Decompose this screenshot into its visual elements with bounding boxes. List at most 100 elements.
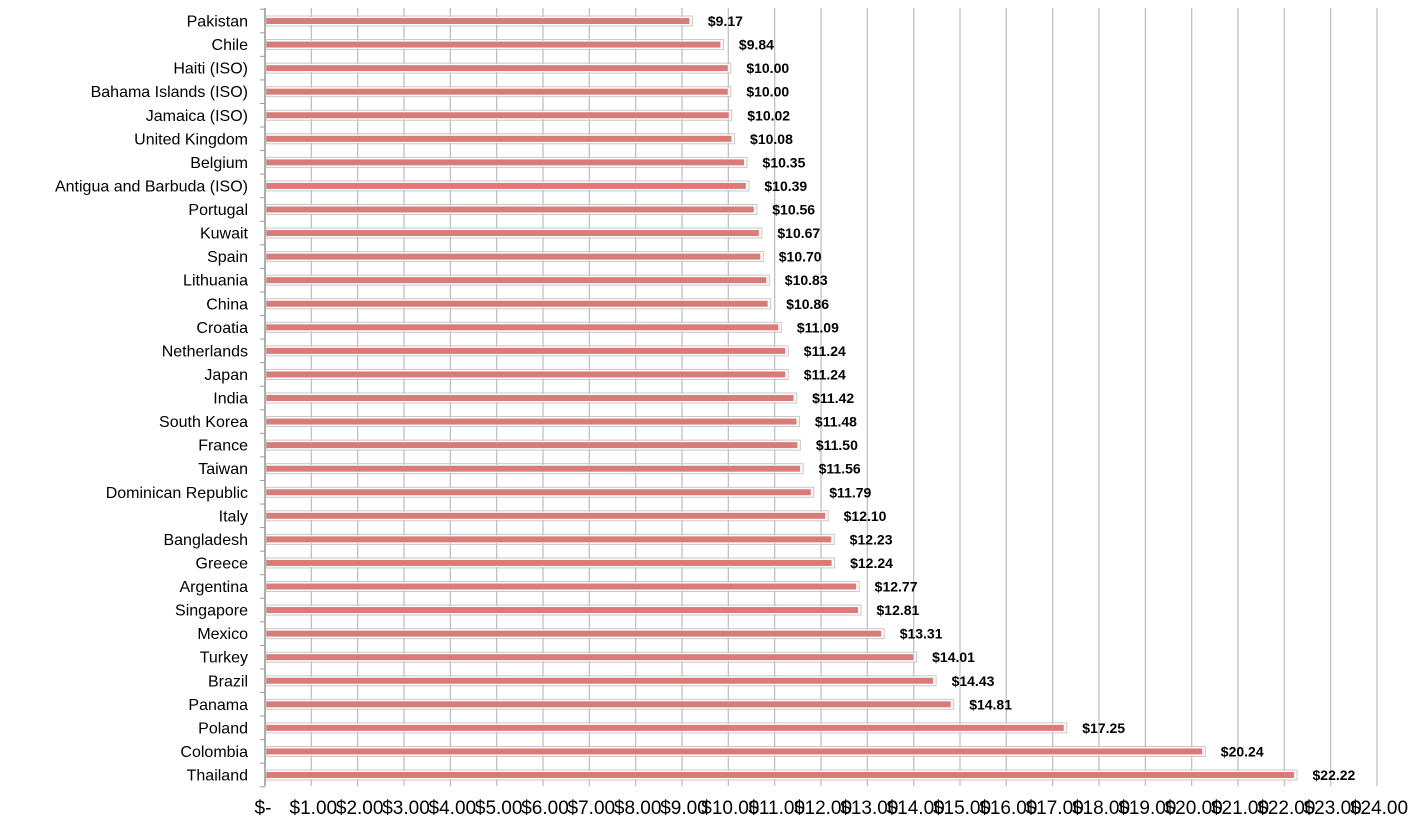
category-label: Turkey [200,650,248,667]
category-label: Haiti (ISO) [173,61,248,78]
category-label: Dominican Republic [106,485,248,502]
data-label: $12.10 [844,508,887,524]
data-label: $13.31 [900,626,943,642]
category-label: Croatia [196,320,248,337]
x-tick-label: $18.00 [1072,798,1130,819]
bar [265,229,760,238]
x-tick-label: $7.00 [568,798,616,819]
bars [265,15,1298,781]
bar-outline [265,15,693,27]
data-label: $12.24 [850,555,893,571]
category-label: India [213,391,248,408]
bar-outline [265,133,736,145]
category-label: Thailand [187,768,248,785]
data-label: $11.24 [804,343,846,359]
bar [265,158,746,167]
category-label: China [206,296,248,313]
category-label: United Kingdom [134,131,248,148]
data-labels: $9.17 $9.84 $10.00 $10.00 $10.02 $10.08 $10.35… [708,13,1356,783]
bar-outline [265,651,918,663]
data-label: $10.70 [779,249,822,265]
category-label: Lithuania [183,273,248,290]
bar [265,134,733,143]
data-label: $12.23 [850,531,893,547]
category-label: Panama [188,697,248,714]
x-tick-label: $2.00 [336,798,384,819]
bar [265,40,722,49]
data-label: $11.79 [829,484,871,500]
bar-outline [265,581,860,592]
category-label: Argentina [180,579,249,596]
bar-outline [265,109,733,121]
bar-outline [265,321,782,333]
bar-outline [265,698,955,710]
data-label: $22.22 [1313,767,1356,783]
data-label: $10.83 [785,272,828,288]
bar-outline [265,39,724,51]
bar-outline [265,368,789,380]
bar-outline [265,463,804,475]
category-label: Belgium [190,155,248,172]
bar-outline [265,533,835,545]
bar [265,723,1065,732]
data-label: $14.81 [969,696,1012,712]
bar-outline [265,86,732,98]
category-label: Spain [207,249,248,266]
bar-outline [265,722,1068,734]
x-tick-label: $5.00 [475,798,523,819]
bar [265,370,787,379]
bar-outline [265,769,1298,781]
data-label: $10.02 [747,107,790,123]
category-label: Netherlands [162,343,248,360]
data-label: $9.84 [739,37,774,53]
data-label: $14.01 [932,649,975,665]
bar [265,629,883,638]
bar [265,441,799,450]
bar-outline [265,204,758,215]
bar [265,676,935,685]
category-label: Jamaica (ISO) [146,108,248,125]
bar [265,205,755,214]
category-label: Japan [204,367,248,384]
bar [265,535,833,544]
bar [265,323,780,332]
x-tick-label: $9.00 [660,798,708,819]
data-label: $9.17 [708,13,743,29]
data-label: $11.42 [812,390,854,406]
category-label: Bangladesh [163,532,248,549]
bar-outline [265,745,1206,757]
bar [265,511,827,520]
bar-outline [265,675,937,687]
x-tick-label: $24.00 [1350,798,1408,819]
data-label: $12.81 [877,602,920,618]
bar-outline [265,510,829,522]
bar [265,606,860,615]
bar [265,582,858,591]
data-label: $11.24 [804,366,846,382]
data-label: $10.00 [746,84,789,100]
data-label: $11.48 [815,414,857,430]
bar [265,346,787,355]
bar-outline [265,345,789,357]
category-label: Chile [212,37,249,54]
x-tick-label: $14.00 [887,798,945,819]
category-label: Colombia [180,744,248,761]
category-label: Taiwan [198,461,248,478]
category-label: Portugal [188,202,248,219]
bar-outline [265,416,800,428]
data-label: $10.86 [786,296,829,312]
bar [265,111,730,120]
category-label: Mexico [197,626,248,643]
bar [265,464,802,473]
bar-outline [265,227,763,239]
bar [265,181,747,190]
category-label: France [198,438,248,455]
data-label: $20.24 [1221,743,1264,759]
category-label: Greece [196,555,249,572]
bar [265,394,795,402]
bar [265,653,915,662]
bar-outline [265,180,750,192]
category-label: Pakistan [187,14,248,31]
data-label: $10.35 [763,154,806,170]
